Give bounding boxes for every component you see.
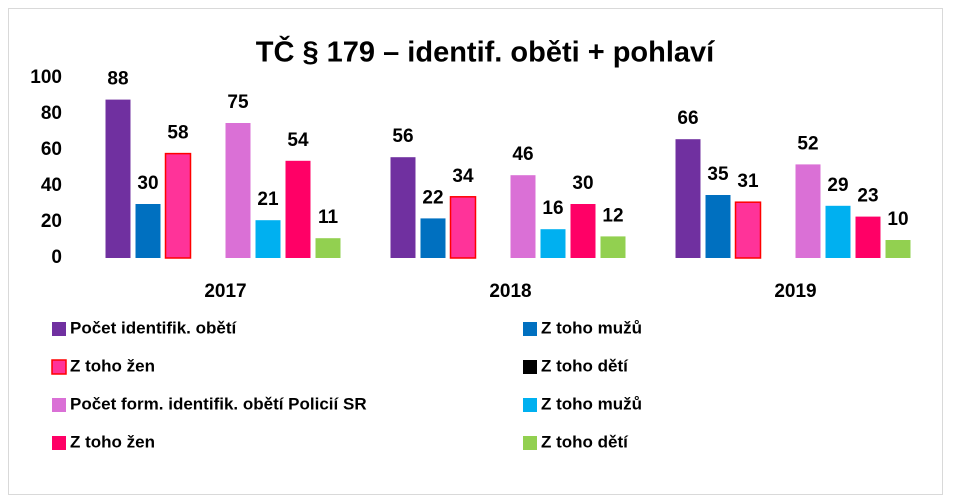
data-label: 34 — [452, 166, 474, 187]
data-label: 75 — [227, 92, 249, 113]
legend-swatch — [523, 436, 537, 450]
legend-swatch — [523, 398, 537, 412]
data-label: 21 — [257, 189, 279, 210]
bar — [164, 152, 192, 259]
legend-swatch — [52, 436, 66, 450]
data-label: 12 — [602, 205, 623, 226]
bar — [105, 99, 131, 258]
y-tick-label: 80 — [41, 103, 62, 124]
bar — [420, 218, 446, 258]
data-label: 10 — [887, 209, 908, 230]
bar — [225, 123, 251, 258]
y-tick-label: 60 — [41, 139, 62, 160]
bar — [675, 139, 701, 258]
bar — [600, 236, 626, 258]
legend-label: Z toho mužů — [541, 318, 642, 337]
bar — [135, 204, 161, 258]
data-label: 58 — [167, 123, 188, 144]
legend-swatch — [52, 398, 66, 412]
data-label: 31 — [737, 171, 759, 192]
bar — [705, 195, 731, 258]
legend-label: Z toho žen — [70, 432, 155, 451]
data-label: 46 — [512, 144, 533, 165]
legend-label: Z toho dětí — [541, 432, 629, 451]
x-tick-label: 2017 — [204, 281, 246, 302]
legend-label: Počet form. identifik. obětí Policií SR — [70, 394, 367, 413]
bar — [390, 157, 416, 258]
legend-swatch — [52, 322, 66, 336]
data-label: 56 — [392, 126, 413, 147]
bar — [540, 229, 566, 258]
bar — [795, 164, 821, 258]
bar — [570, 204, 596, 258]
bar — [734, 201, 762, 259]
y-tick-label: 100 — [30, 67, 62, 88]
x-tick-label: 2018 — [489, 281, 531, 302]
bar — [510, 175, 536, 258]
bar — [285, 160, 311, 258]
data-label: 66 — [677, 108, 698, 129]
legend-swatch — [523, 322, 537, 336]
bar — [315, 238, 341, 258]
data-label: 54 — [287, 130, 309, 151]
data-label: 23 — [857, 186, 878, 207]
y-tick-label: 40 — [41, 175, 62, 196]
bar — [255, 220, 281, 258]
data-label: 52 — [797, 133, 818, 154]
data-label: 22 — [422, 187, 443, 208]
legend-label: Počet identifik. obětí — [70, 318, 238, 337]
bar — [449, 196, 477, 259]
y-tick-label: 20 — [41, 211, 62, 232]
legend-label: Z toho mužů — [541, 394, 642, 413]
data-label: 30 — [137, 173, 158, 194]
data-label: 11 — [318, 207, 339, 228]
x-tick-label: 2019 — [774, 281, 816, 302]
data-label: 30 — [572, 173, 593, 194]
legend-label: Z toho dětí — [541, 356, 629, 375]
chart-title: TČ § 179 – identif. oběti + pohlaví — [256, 35, 715, 69]
bar — [825, 205, 851, 258]
legend-swatch — [51, 359, 67, 375]
y-tick-label: 0 — [51, 247, 62, 268]
data-label: 35 — [707, 164, 729, 185]
data-label: 88 — [107, 69, 128, 90]
data-label: 16 — [542, 198, 563, 219]
bar — [855, 216, 881, 258]
bar — [885, 240, 911, 258]
legend-label: Z toho žen — [70, 356, 155, 375]
data-label: 29 — [827, 175, 848, 196]
legend-swatch — [523, 360, 537, 374]
